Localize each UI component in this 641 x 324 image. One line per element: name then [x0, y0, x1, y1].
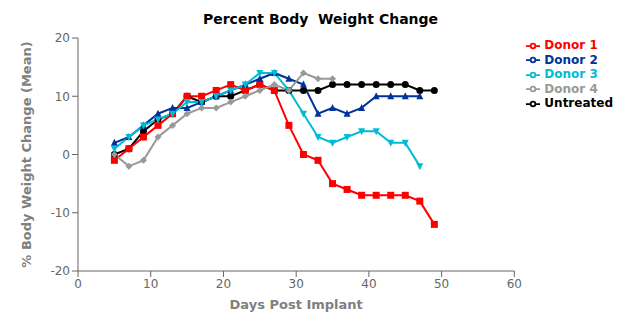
- svg-text:% Body Weight Change (Mean): % Body Weight Change (Mean): [19, 41, 34, 267]
- html-text:Percent Body Weight Change: Percent Body Weight Change: [202, 11, 439, 27]
- svg-text:10: 10: [143, 277, 158, 291]
- html-text:Donor 3: Donor 3: [544, 67, 598, 81]
- svg-text:-20: -20: [50, 264, 70, 278]
- svg-text:40: 40: [361, 277, 376, 291]
- html-text:Donor 1: Donor 1: [544, 38, 598, 52]
- svg-text:Days Post Implant: Days Post Implant: [230, 297, 363, 312]
- svg-text:10: 10: [55, 90, 70, 104]
- svg-text:20: 20: [216, 277, 231, 291]
- svg-text:50: 50: [434, 277, 449, 291]
- svg-text:0: 0: [62, 148, 70, 162]
- html-text:Donor 2: Donor 2: [544, 52, 598, 67]
- svg-text:20: 20: [55, 31, 70, 45]
- svg-text:60: 60: [507, 277, 522, 291]
- svg-text:0: 0: [74, 277, 82, 291]
- html-text:Donor 4: Donor 4: [544, 81, 598, 96]
- svg-text:30: 30: [289, 277, 304, 291]
- svg-text:-10: -10: [50, 206, 70, 220]
- html-text:Untreated: Untreated: [544, 96, 613, 110]
